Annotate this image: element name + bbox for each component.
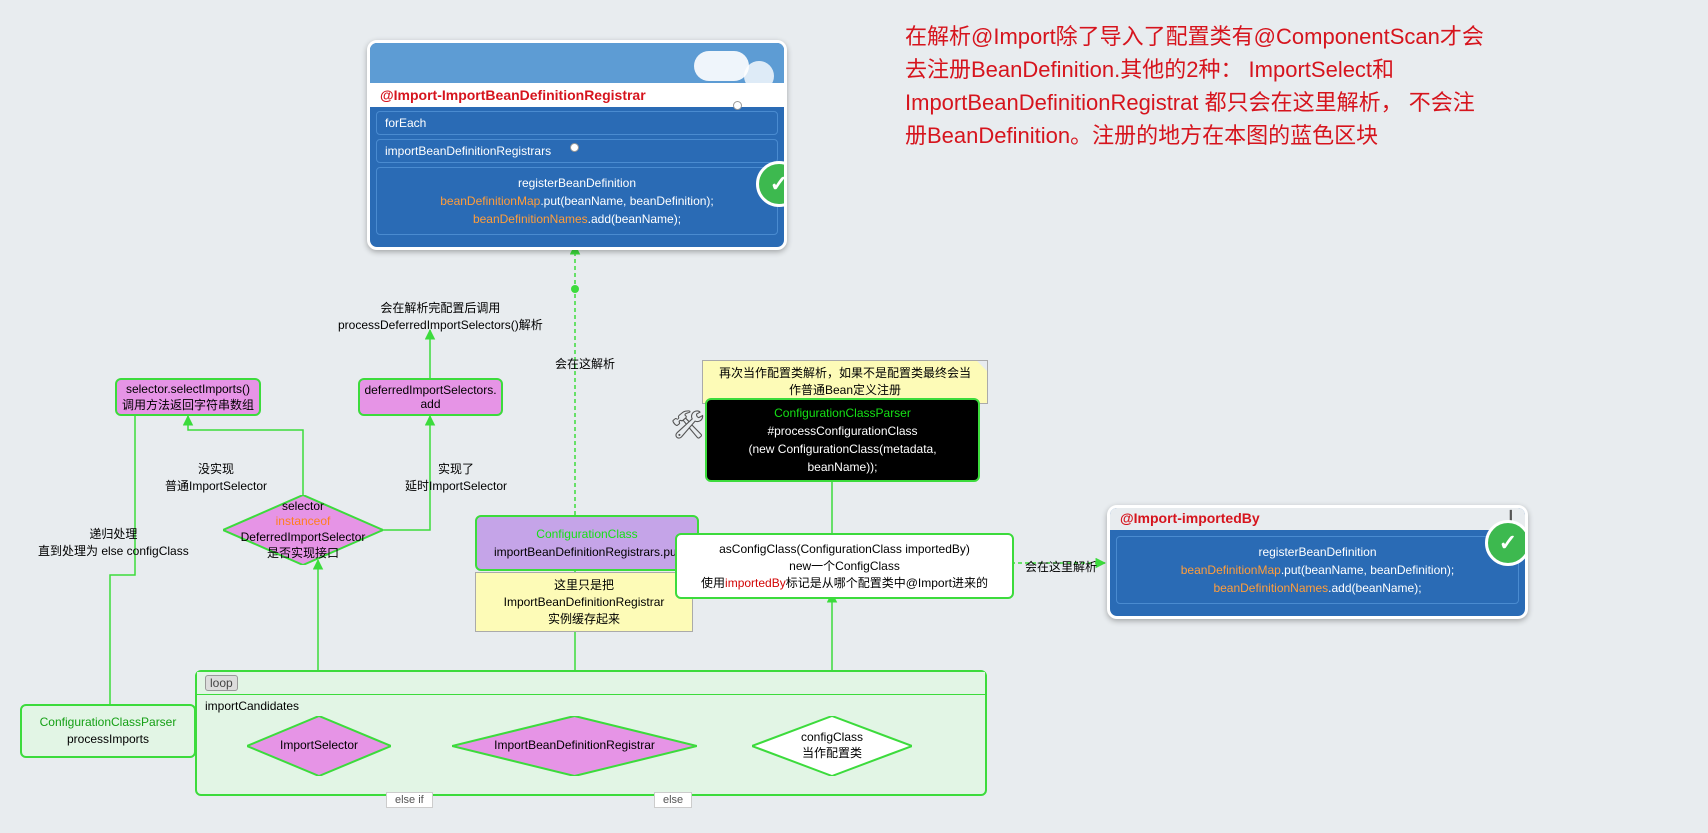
impl-label: 实现了 延时ImportSelector <box>395 455 517 501</box>
process-config-class-box: ConfigurationClassParser #processConfigu… <box>705 398 980 482</box>
d-line: DeferredImportSelector <box>241 530 366 546</box>
code-line-1: registerBeanDefinition <box>385 174 769 192</box>
deferred-add-box: deferredImportSelectors. add <box>358 378 503 416</box>
loop-sub: importCandidates <box>197 695 985 717</box>
import-registrar-card: @Import-ImportBeanDefinitionRegistrar fo… <box>367 40 787 250</box>
select-imports-box: selector.selectImports() 调用方法返回字符串数组 <box>115 378 261 416</box>
code-line: beanDefinitionNames.add(beanName); <box>1125 579 1510 597</box>
cache-note: 这里只是把 ImportBeanDefinitionRegistrar 实例缓存… <box>475 572 693 632</box>
code-line: beanDefinitionMap.put(beanName, beanDefi… <box>1125 561 1510 579</box>
else-tag: else <box>654 792 692 808</box>
card-title: @Import-ImportBeanDefinitionRegistrar <box>370 83 784 107</box>
d3-line: 当作配置类 <box>801 746 863 762</box>
code-line: registerBeanDefinition <box>1125 543 1510 561</box>
ac-line: new一个ConfigClass <box>687 558 1002 575</box>
entry-line: ConfigurationClassParser <box>28 714 188 731</box>
code-line-3: beanDefinitionNames.add(beanName); <box>385 210 769 228</box>
d-line: 是否实现接口 <box>241 546 366 562</box>
deferred-note: 会在解析完配置后调用 processDeferredImportSelector… <box>328 294 553 340</box>
not-impl-label: 没实现 普通ImportSelector <box>155 455 277 501</box>
ac-line: asConfigClass(ConfigurationClass importe… <box>687 541 1002 558</box>
as-config-class-box: asConfigClass(ConfigurationClass importe… <box>675 533 1014 599</box>
entry-line: processImports <box>28 731 188 748</box>
ac-line: 使用importedBy标记是从哪个配置类中@Import进来的 <box>687 575 1002 592</box>
d3-line: configClass <box>801 730 863 746</box>
else-if-tag: else if <box>386 792 433 808</box>
imported-by-card: @Import-importedBy ┃ registerBeanDefinit… <box>1107 505 1528 619</box>
d-line: selector <box>241 499 366 515</box>
wrench-icon: 🛠 <box>670 408 706 441</box>
config-class-diamond: configClass 当作配置类 <box>752 716 912 776</box>
configclass-put-box: ConfigurationClass importBeanDefinitionR… <box>475 515 699 571</box>
p-line: ConfigurationClass <box>487 525 687 543</box>
bb-line: (new ConfigurationClass(metadata, beanNa… <box>715 440 970 476</box>
card-title-2: @Import-importedBy ┃ <box>1110 508 1525 530</box>
here-parse-label-2: 会在这里解析 <box>1015 553 1107 582</box>
p-line: importBeanDefinitionRegistrars.put <box>487 543 687 561</box>
process-imports-entry: ConfigurationClassParser processImports <box>20 704 196 758</box>
foreach-row: forEach <box>376 111 778 135</box>
commentary-text: 在解析@Import除了导入了配置类有@ComponentScan才会去注册Be… <box>905 20 1485 152</box>
d-line: instanceof <box>241 514 366 530</box>
code-row-2: registerBeanDefinition beanDefinitionMap… <box>1116 536 1519 604</box>
bb-line: ConfigurationClassParser <box>715 404 970 422</box>
code-line-2: beanDefinitionMap.put(beanName, beanDefi… <box>385 192 769 210</box>
bb-line: #processConfigurationClass <box>715 422 970 440</box>
recursion-label: 递归处理 直到处理为 else configClass <box>28 520 199 566</box>
code-row: registerBeanDefinition beanDefinitionMap… <box>376 167 778 235</box>
loop-head: loop <box>197 672 985 695</box>
selector-instanceof-diamond: selector instanceof DeferredImportSelect… <box>223 495 383 565</box>
check-icon: ✓ <box>1485 520 1528 566</box>
registrar-diamond: ImportBeanDefinitionRegistrar <box>452 716 697 776</box>
import-selector-diamond: ImportSelector <box>247 716 391 776</box>
here-parse-label: 会在这解析 <box>545 350 625 379</box>
